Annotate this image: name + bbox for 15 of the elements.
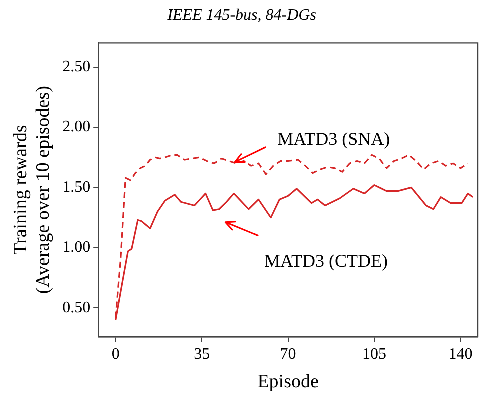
y-axis-title: Training rewards (Average over 10 episodes) xyxy=(10,86,54,294)
y-tick-label: 1.00 xyxy=(62,239,91,256)
x-axis-title: Episode xyxy=(258,372,319,393)
x-tick-label: 140 xyxy=(448,346,473,363)
x-tick-label: 105 xyxy=(362,346,387,363)
chart-title: IEEE 145-bus, 84-DGs xyxy=(166,6,316,24)
x-tick-label: 0 xyxy=(112,346,120,363)
y-tick-label: 2.50 xyxy=(62,58,91,76)
x-tick-label: 35 xyxy=(194,346,210,363)
x-tick-label: 70 xyxy=(280,346,296,363)
series-label: MATD3 (SNA) xyxy=(278,128,390,149)
y-tick-label: 0.50 xyxy=(62,299,91,316)
series-label: MATD3 (CTDE) xyxy=(264,250,388,271)
y-tick-label: 1.50 xyxy=(62,178,91,196)
y-tick-label: 2.00 xyxy=(62,118,91,136)
